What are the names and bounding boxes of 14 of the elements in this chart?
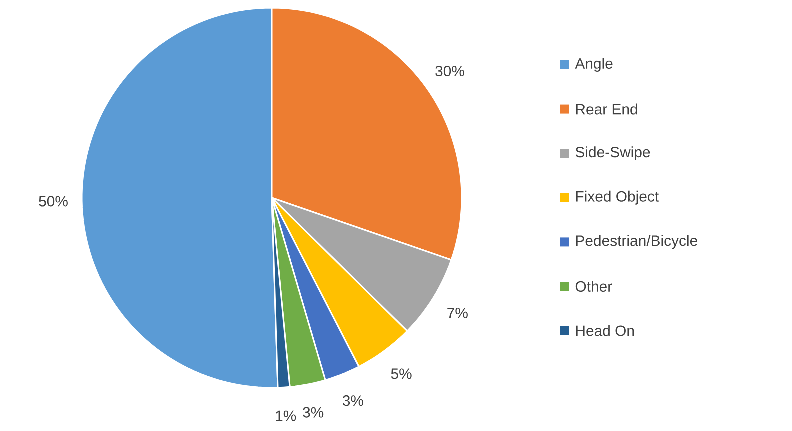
legend-label: Angle [575,58,613,72]
legend-label: Fixed Object [576,190,659,205]
legend-label: Head On [576,325,634,336]
data-label: 3% [342,396,364,406]
legend-label: Side-Swipe [576,146,650,161]
data-label: 3% [303,407,324,418]
legend-label: Rear End [576,104,638,115]
data-label: 50% [39,196,68,207]
data-label: 30% [436,66,464,77]
legend-label: Other [576,281,612,292]
legend-label: Pedestrian/Bicycle [576,235,698,250]
data-label: 5% [391,368,412,380]
data-label: 7% [448,308,468,318]
data-label: 1% [276,410,296,422]
